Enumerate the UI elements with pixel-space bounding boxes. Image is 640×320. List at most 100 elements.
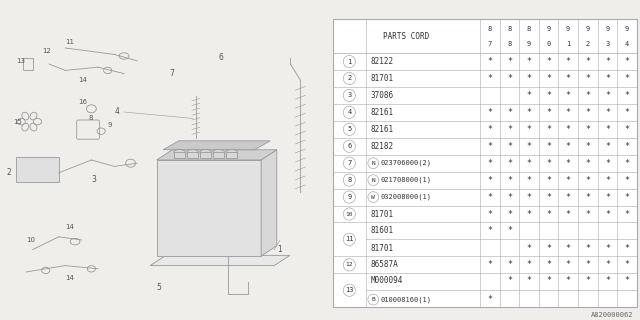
Text: *: * bbox=[546, 125, 551, 134]
Text: *: * bbox=[527, 210, 532, 219]
Text: *: * bbox=[546, 210, 551, 219]
Text: 81601: 81601 bbox=[371, 226, 394, 235]
Text: 82161: 82161 bbox=[371, 125, 394, 134]
Text: 8: 8 bbox=[488, 26, 492, 32]
Text: *: * bbox=[507, 159, 512, 168]
Text: 6: 6 bbox=[348, 143, 351, 149]
Text: *: * bbox=[605, 108, 610, 117]
Text: *: * bbox=[507, 57, 512, 66]
Text: *: * bbox=[566, 159, 571, 168]
Text: *: * bbox=[507, 276, 512, 285]
Text: *: * bbox=[586, 159, 590, 168]
Text: *: * bbox=[527, 276, 532, 285]
Text: *: * bbox=[605, 142, 610, 151]
Text: 021708000(1): 021708000(1) bbox=[381, 177, 432, 183]
Text: 6: 6 bbox=[219, 53, 223, 62]
Text: 032008000(1): 032008000(1) bbox=[381, 194, 432, 200]
Polygon shape bbox=[157, 150, 276, 160]
Text: *: * bbox=[605, 210, 610, 219]
Text: 8: 8 bbox=[527, 26, 531, 32]
Text: *: * bbox=[527, 108, 532, 117]
Text: *: * bbox=[566, 210, 571, 219]
Text: 9: 9 bbox=[348, 194, 351, 200]
Text: 14: 14 bbox=[65, 276, 74, 281]
Text: 4: 4 bbox=[114, 108, 119, 116]
Text: B: B bbox=[371, 297, 375, 302]
Ellipse shape bbox=[174, 149, 185, 155]
Text: *: * bbox=[507, 142, 512, 151]
Text: *: * bbox=[586, 210, 590, 219]
Text: 8: 8 bbox=[508, 41, 511, 47]
Text: *: * bbox=[605, 74, 610, 83]
Text: *: * bbox=[586, 57, 590, 66]
Text: *: * bbox=[625, 176, 630, 185]
Text: 9: 9 bbox=[566, 26, 570, 32]
Text: PARTS CORD: PARTS CORD bbox=[383, 32, 429, 41]
Text: *: * bbox=[625, 57, 630, 66]
Text: *: * bbox=[527, 125, 532, 134]
Text: 5: 5 bbox=[348, 126, 351, 132]
Text: 1: 1 bbox=[566, 41, 570, 47]
Text: *: * bbox=[507, 125, 512, 134]
Text: *: * bbox=[625, 260, 630, 269]
Text: *: * bbox=[527, 176, 532, 185]
Text: *: * bbox=[507, 260, 512, 269]
Text: *: * bbox=[586, 125, 590, 134]
Text: 11: 11 bbox=[345, 236, 353, 243]
Text: *: * bbox=[566, 125, 571, 134]
Text: *: * bbox=[546, 260, 551, 269]
Text: 10: 10 bbox=[346, 212, 353, 217]
Text: *: * bbox=[605, 176, 610, 185]
Polygon shape bbox=[17, 157, 59, 182]
Text: *: * bbox=[605, 159, 610, 168]
Text: 1: 1 bbox=[348, 59, 351, 65]
Text: *: * bbox=[605, 57, 610, 66]
Text: *: * bbox=[566, 176, 571, 185]
Text: *: * bbox=[546, 276, 551, 285]
Text: *: * bbox=[507, 226, 512, 235]
Text: 8: 8 bbox=[508, 26, 511, 32]
Text: *: * bbox=[546, 142, 551, 151]
Text: 9: 9 bbox=[586, 26, 590, 32]
Text: *: * bbox=[625, 108, 630, 117]
Text: *: * bbox=[507, 176, 512, 185]
Text: *: * bbox=[487, 210, 492, 219]
Text: 14: 14 bbox=[78, 77, 87, 83]
Text: *: * bbox=[566, 57, 571, 66]
Text: *: * bbox=[546, 244, 551, 253]
Text: 3: 3 bbox=[348, 92, 351, 99]
Bar bbox=[174, 152, 185, 158]
Text: 0: 0 bbox=[547, 41, 551, 47]
Ellipse shape bbox=[187, 149, 198, 155]
Text: *: * bbox=[566, 193, 571, 202]
Text: 82161: 82161 bbox=[371, 108, 394, 117]
Text: *: * bbox=[586, 276, 590, 285]
Text: *: * bbox=[586, 91, 590, 100]
Text: 13: 13 bbox=[345, 287, 353, 293]
Text: 4: 4 bbox=[348, 109, 351, 116]
Text: *: * bbox=[586, 142, 590, 151]
Text: 15: 15 bbox=[13, 119, 22, 124]
Text: *: * bbox=[546, 176, 551, 185]
Text: *: * bbox=[527, 57, 532, 66]
Text: *: * bbox=[487, 176, 492, 185]
Text: *: * bbox=[586, 176, 590, 185]
Text: *: * bbox=[605, 276, 610, 285]
Text: 37086: 37086 bbox=[371, 91, 394, 100]
Text: *: * bbox=[566, 142, 571, 151]
Text: 12: 12 bbox=[42, 48, 51, 54]
Text: 4: 4 bbox=[625, 41, 629, 47]
Text: *: * bbox=[566, 74, 571, 83]
Text: *: * bbox=[605, 260, 610, 269]
Bar bbox=[226, 152, 237, 158]
Bar bbox=[23, 58, 33, 70]
Text: *: * bbox=[566, 108, 571, 117]
Text: 1: 1 bbox=[278, 245, 282, 254]
Text: 2: 2 bbox=[6, 168, 12, 177]
Bar bbox=[213, 152, 225, 158]
Text: *: * bbox=[566, 276, 571, 285]
Text: 86587A: 86587A bbox=[371, 260, 399, 269]
Text: *: * bbox=[625, 142, 630, 151]
Text: *: * bbox=[546, 108, 551, 117]
Text: *: * bbox=[507, 193, 512, 202]
